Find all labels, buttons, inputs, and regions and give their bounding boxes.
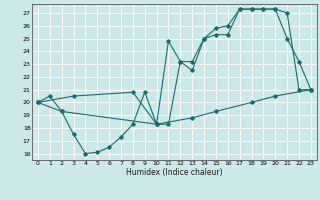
X-axis label: Humidex (Indice chaleur): Humidex (Indice chaleur) — [126, 168, 223, 177]
